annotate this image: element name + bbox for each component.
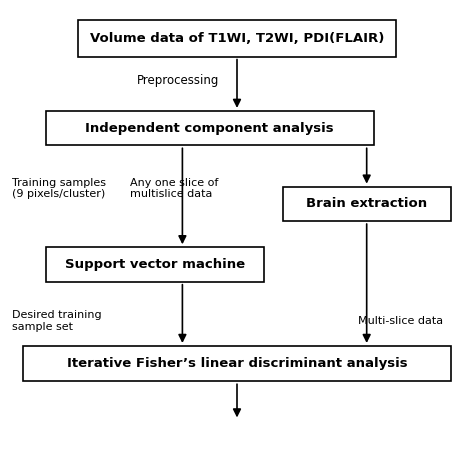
Text: Independent component analysis: Independent component analysis (85, 122, 334, 134)
Text: Multi-slice data: Multi-slice data (357, 316, 443, 326)
Text: Training samples
(9 pixels/cluster): Training samples (9 pixels/cluster) (12, 178, 106, 199)
Text: Iterative Fisher’s linear discriminant analysis: Iterative Fisher’s linear discriminant a… (67, 357, 407, 370)
Text: Desired training
sample set: Desired training sample set (12, 310, 101, 331)
Text: Brain extraction: Brain extraction (306, 198, 427, 210)
Text: Any one slice of
multislice data: Any one slice of multislice data (130, 178, 219, 199)
FancyBboxPatch shape (283, 187, 451, 221)
FancyBboxPatch shape (78, 20, 396, 57)
FancyBboxPatch shape (23, 346, 451, 382)
FancyBboxPatch shape (46, 247, 264, 282)
Text: Support vector machine: Support vector machine (65, 258, 245, 271)
Text: Preprocessing: Preprocessing (137, 74, 219, 87)
Text: Volume data of T1WI, T2WI, PDI(FLAIR): Volume data of T1WI, T2WI, PDI(FLAIR) (90, 32, 384, 45)
FancyBboxPatch shape (46, 111, 374, 145)
